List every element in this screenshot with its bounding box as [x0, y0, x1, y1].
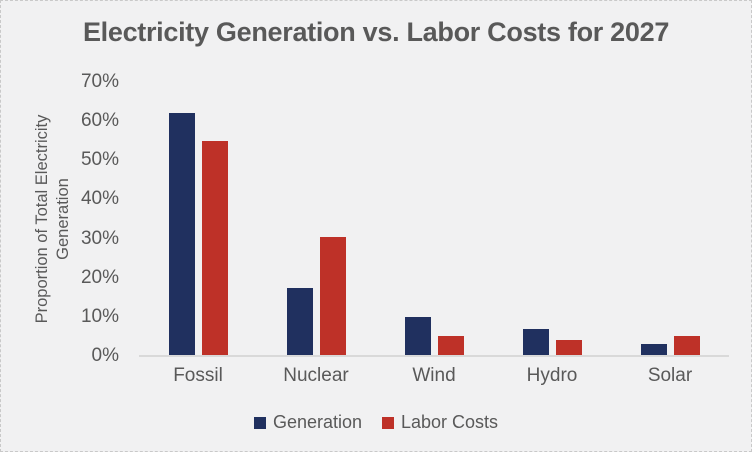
legend-swatch-labor-costs: [382, 416, 394, 429]
x-axis-line: [139, 355, 729, 357]
bar-labor-costs-wind: [437, 336, 464, 356]
bar-labor-costs-nuclear: [319, 236, 346, 356]
bar-generation-wind: [404, 316, 431, 356]
legend-item-generation: Generation: [253, 412, 362, 433]
legend: Generation Labor Costs: [1, 412, 751, 433]
bar-labor-costs-fossil: [201, 140, 228, 356]
x-axis-label-nuclear: Nuclear: [283, 365, 349, 386]
legend-swatch-generation: [253, 416, 266, 429]
x-axis-label-fossil: Fossil: [173, 365, 223, 386]
y-axis-tick-70: 70%: [80, 71, 119, 92]
legend-label-labor-costs: Labor Costs: [401, 412, 499, 432]
bar-group-wind: [375, 82, 493, 356]
y-axis-tick-40: 40%: [80, 188, 119, 210]
chart-title: Electricity Generation vs. Labor Costs f…: [82, 17, 670, 47]
y-axis-tick-20: 20%: [80, 266, 119, 288]
y-axis-tick-0: 0%: [91, 345, 119, 366]
x-axis-labels: Fossil Nuclear Wind Hydro Solar: [139, 365, 729, 387]
bar-group-hydro: [493, 82, 611, 356]
bar-group-fossil: [139, 82, 257, 356]
y-axis-tick-30: 30%: [80, 227, 119, 249]
bar-generation-solar: [640, 344, 667, 356]
bar-group-solar: [611, 82, 729, 356]
y-axis-tick-10: 10%: [80, 305, 119, 327]
bar-generation-hydro: [522, 328, 549, 356]
x-axis-label-hydro: Hydro: [526, 365, 578, 386]
y-axis-tick-50: 50%: [80, 149, 119, 171]
bar-labor-costs-solar: [673, 336, 700, 356]
x-axis-label-wind: Wind: [412, 365, 456, 386]
bar-labor-costs-hydro: [555, 340, 582, 356]
x-axis-label-solar: Solar: [647, 365, 693, 386]
plot-area: [139, 82, 729, 356]
bar-group-nuclear: [257, 82, 375, 356]
bar-generation-fossil: [168, 113, 195, 356]
legend-label-generation: Generation: [272, 412, 362, 432]
bar-generation-nuclear: [286, 287, 313, 356]
y-axis-tick-60: 60%: [80, 110, 119, 132]
legend-item-labor-costs: Labor Costs: [382, 412, 498, 433]
